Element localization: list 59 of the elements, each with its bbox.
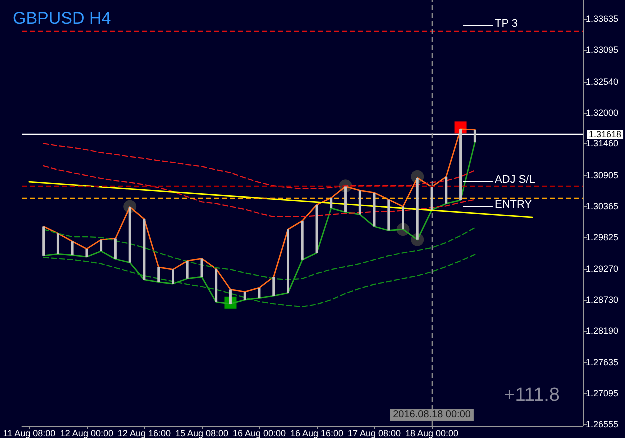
bar [430,187,434,210]
bar [445,176,448,204]
bar [114,238,117,260]
bar [128,207,132,263]
x-tick-label: 16 Aug 00:00 [232,428,286,438]
x-tick-label: 16 Aug 16:00 [290,428,344,438]
y-tick-label: 1.30905 [586,170,619,180]
line-series [43,166,476,218]
ref-line-label: ADJ S/L [495,174,536,186]
bar [42,226,46,256]
bar [272,277,276,296]
y-tick-label: 1.28190 [586,326,619,336]
bar [244,292,246,300]
bar [172,270,174,284]
bar [460,129,462,200]
x-tick-label: 11 Aug 08:00 [3,428,56,438]
ref-line-label: TP 3 [495,18,518,30]
y-tick-label: 1.32000 [586,108,619,118]
bar [186,261,189,279]
bar [358,190,362,215]
bar [100,240,103,252]
y-tick-label: 1.27095 [586,388,619,399]
text: GBPUSD H4 [13,9,112,28]
bar [402,206,404,230]
bar [416,178,419,240]
bar [71,242,74,256]
line-series [43,254,476,308]
y-tick-label: 1.27635 [586,358,619,368]
x-tick-label: 12 Aug 16:00 [118,428,171,438]
y-tick-label: 1.30365 [586,201,619,212]
y-tick-label: 1.33095 [586,45,619,56]
bar [215,269,218,302]
y-tick-label: 1.31460 [586,138,619,149]
y-tick-label: 1.28730 [586,295,619,306]
bar [230,290,232,304]
ref-line-label: 1.31618 [589,130,622,140]
bar [474,130,476,143]
y-tick-label: 1.29270 [586,264,619,274]
bar [301,221,304,260]
bar [158,267,160,282]
x-tick-label: 15 Aug 08:00 [175,428,229,438]
annotation: +111.8 [504,385,560,406]
bar [287,230,290,294]
x-tick-label: 12 Aug 00:00 [60,428,114,438]
x-tick-label: 17 Aug 08:00 [348,428,402,438]
bar [86,249,88,258]
bar [56,234,60,254]
bar [344,186,347,212]
bar [330,198,333,208]
y-tick-label: 1.26555 [586,420,619,430]
ref-line-label: 2016.08.18 00:00 [393,410,472,420]
ref-line-label: ENTRY [495,199,532,212]
bar [143,219,146,280]
bar [388,200,390,231]
line-series [43,227,476,281]
y-tick-label: 1.29825 [586,232,619,242]
x-tick-label: 18 Aug 00:00 [405,428,459,438]
y-tick-label: 1.33635 [586,14,619,24]
y-tick-label: 1.32540 [586,76,619,87]
